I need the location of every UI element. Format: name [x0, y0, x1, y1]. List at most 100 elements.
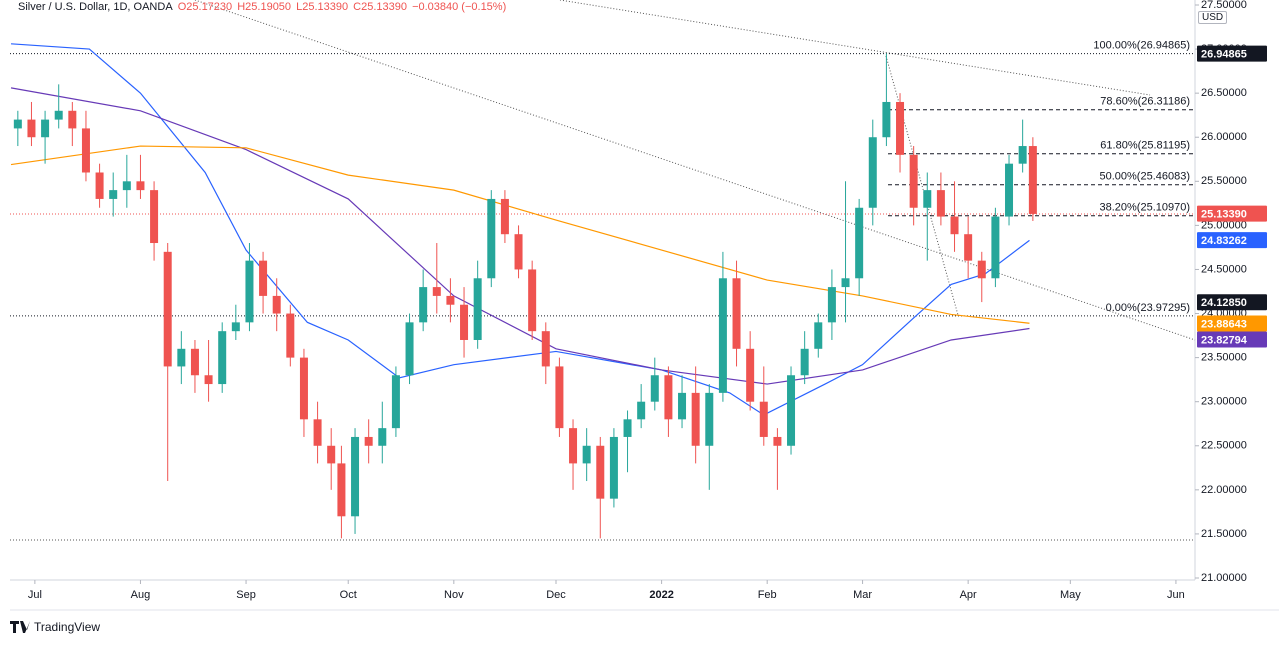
trend-line: [194, 0, 1196, 341]
background: [0, 0, 1279, 612]
fib-label: 50.00%(25.46083): [1099, 171, 1190, 183]
candle-body: [337, 463, 346, 517]
y-tick-label: 25.50000: [1201, 175, 1247, 187]
candle-body: [313, 419, 322, 446]
candle-body: [582, 445, 591, 464]
candle-body: [787, 375, 796, 446]
price-label: 26.94865: [1201, 49, 1247, 61]
candle-body: [664, 375, 673, 420]
candle-body: [351, 436, 360, 517]
y-tick-label: 21.50000: [1201, 528, 1247, 540]
price-label: 25.13390: [1201, 208, 1247, 220]
candle-body: [896, 101, 905, 155]
candle-body: [1018, 146, 1027, 164]
candle-body: [177, 348, 186, 367]
candle-body: [1005, 163, 1014, 217]
y-tick-label: 26.00000: [1201, 131, 1247, 143]
y-tick-label: 27.50000: [1201, 0, 1247, 11]
candle-body: [882, 101, 891, 138]
candle-body: [109, 190, 118, 199]
candle-body: [773, 436, 782, 446]
x-tick-label: Mar: [853, 589, 872, 601]
price-label-bg: [1197, 294, 1267, 311]
candle-body: [814, 322, 823, 349]
candle-body: [650, 375, 659, 402]
high: H25.19050: [237, 1, 292, 13]
candle-body: [678, 392, 687, 420]
fib-label: 0.00%(23.97295): [1106, 302, 1190, 314]
candle-body: [759, 401, 768, 437]
candle-body: [259, 260, 268, 296]
candle-body: [923, 190, 932, 208]
candle-body: [841, 278, 850, 288]
y-tick-label: 24.50000: [1201, 263, 1247, 275]
x-tick-label: Apr: [960, 589, 977, 601]
y-tick-label: 25.00000: [1201, 219, 1247, 231]
x-tick-label: Jul: [28, 589, 42, 601]
price-label: 23.88643: [1201, 318, 1247, 330]
candle-body: [827, 287, 836, 323]
candle-body: [609, 436, 618, 499]
brand-name: TradingView: [34, 620, 101, 634]
candle-body: [623, 419, 632, 437]
x-tick-label: May: [1060, 589, 1081, 601]
price-label-bg: [1197, 205, 1267, 222]
candle-body: [122, 181, 131, 191]
change: −0.03840 (−0.15%): [412, 1, 507, 13]
candle-body: [964, 234, 973, 261]
candle-body: [1028, 146, 1037, 214]
x-tick-label: Sep: [236, 589, 256, 601]
price-label-bg: [1197, 232, 1267, 249]
fib-label: 61.80%(25.81195): [1100, 140, 1190, 152]
candle-body: [204, 375, 213, 385]
candle-body: [868, 137, 877, 208]
candle-body: [190, 348, 199, 376]
candle-body: [991, 216, 1000, 279]
brand: TradingView: [10, 620, 100, 634]
candle-body: [460, 304, 469, 340]
price-label: 24.83262: [1201, 235, 1247, 247]
symbol: Silver / U.S. Dollar, 1D, OANDA: [18, 1, 173, 13]
moving-average: [10, 43, 1030, 416]
candle-body: [391, 375, 400, 429]
legend-header: Silver / U.S. Dollar, 1D, OANDA O25.1723…: [18, 1, 508, 13]
candle-body: [977, 260, 986, 279]
candle-body: [691, 392, 700, 446]
candle-body: [855, 207, 864, 279]
x-tick-label: Aug: [131, 589, 151, 601]
candle-body: [13, 119, 22, 129]
candle-body: [81, 128, 90, 173]
candle-body: [27, 119, 36, 138]
candle-body: [500, 198, 509, 235]
y-tick-label: 23.00000: [1201, 396, 1247, 408]
candle-body: [405, 322, 414, 376]
candle-body: [528, 269, 537, 332]
candle-body: [150, 190, 159, 244]
candle-body: [473, 278, 482, 340]
candle-body: [446, 295, 455, 305]
x-tick-label: Oct: [340, 589, 357, 601]
price-label-bg: [1197, 45, 1267, 62]
candle-body: [218, 331, 227, 385]
moving-average: [10, 145, 1030, 324]
price-label-bg: [1197, 331, 1267, 348]
low: L25.13390: [296, 1, 349, 13]
price-label: 23.82794: [1201, 334, 1248, 346]
candle-body: [299, 357, 308, 420]
trend-line: [559, 0, 1151, 96]
fib-label: 78.60%(26.31186): [1100, 96, 1190, 108]
candle-body: [327, 445, 336, 464]
candle-body: [950, 216, 959, 235]
candle-body: [432, 287, 441, 296]
candle-body: [419, 287, 428, 323]
moving-average: [10, 87, 1030, 385]
fib-label: 38.20%(25.10970): [1099, 202, 1190, 214]
x-tick-label: Dec: [546, 589, 566, 601]
candle-body: [705, 392, 714, 446]
candle-body: [732, 278, 741, 349]
currency: USD: [1198, 11, 1228, 24]
candle-body: [54, 110, 63, 120]
candle-body: [272, 295, 281, 314]
